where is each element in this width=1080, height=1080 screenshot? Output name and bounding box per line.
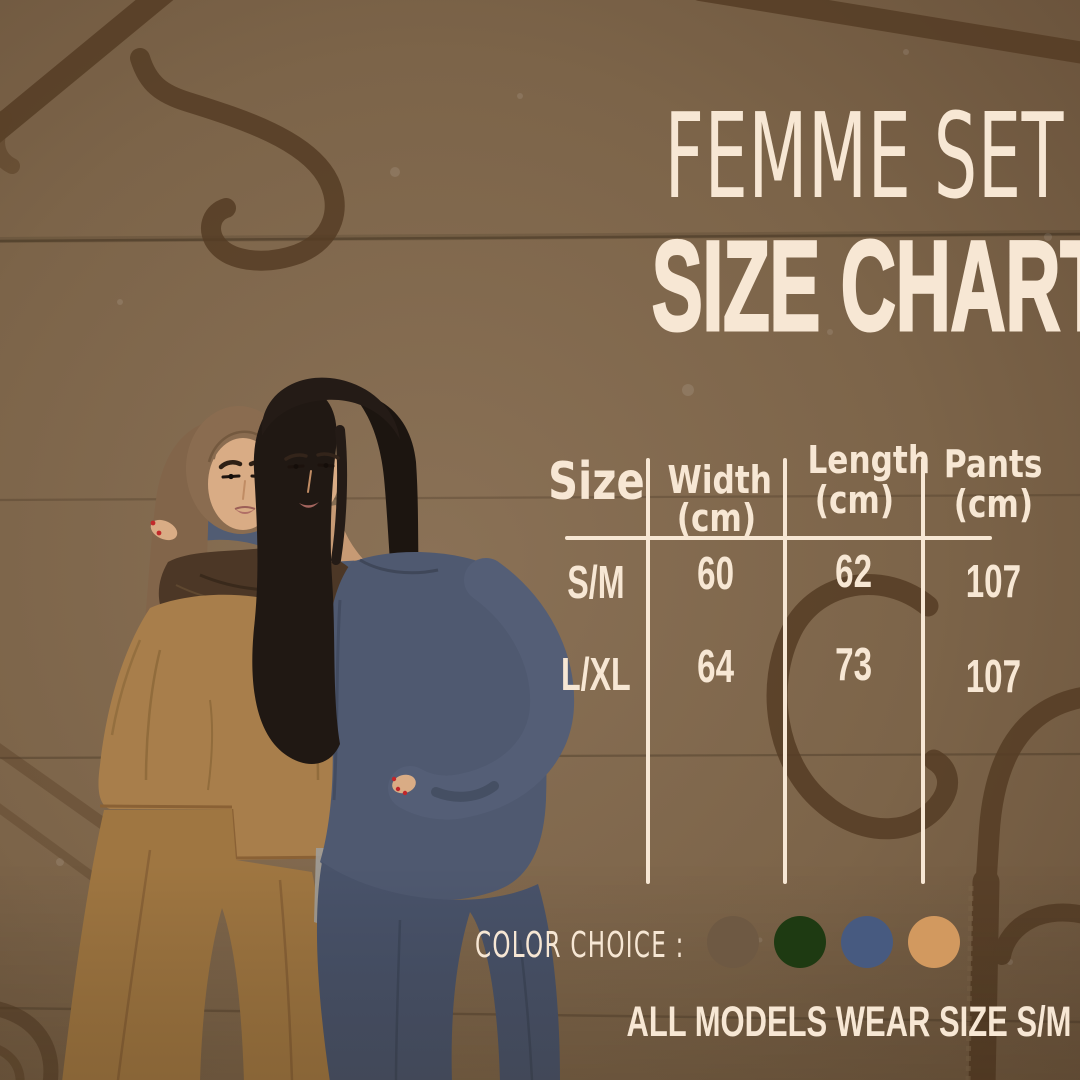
title-line2: SIZE CHART: [651, 215, 1080, 358]
column-header-length-unit: (cm): [814, 478, 894, 522]
table-divider-3: [921, 458, 925, 884]
table-header-rule: [565, 536, 992, 540]
table-divider-1: [646, 458, 650, 884]
table-divider-2: [783, 458, 787, 884]
row-sm-width: 60: [697, 547, 735, 599]
column-header-width-unit: (cm): [676, 496, 756, 540]
column-header-pants-unit: (cm): [953, 482, 1033, 526]
color-swatch-tan: [908, 916, 960, 968]
footer-note: ALL MODELS WEAR SIZE S/M: [626, 998, 1072, 1046]
color-choice-label: COLOR CHOICE :: [475, 925, 685, 966]
column-header-size: Size: [548, 452, 645, 512]
column-header-pants: Pants: [943, 442, 1043, 486]
row-lxl-pants: 107: [965, 650, 1021, 702]
color-swatch-brown: [707, 916, 759, 968]
row-lxl-length: 73: [835, 638, 873, 690]
column-header-length: Length: [807, 438, 931, 482]
color-swatch-dark-green: [774, 916, 826, 968]
color-swatch-navy: [841, 916, 893, 968]
row-sm-length: 62: [835, 545, 873, 597]
row-lxl-label: L/XL: [561, 648, 631, 700]
row-sm-label: S/M: [567, 556, 625, 608]
title-line1: FEMME SET: [664, 87, 1065, 225]
row-sm-pants: 107: [965, 555, 1021, 607]
column-header-width: Width: [667, 458, 772, 502]
row-lxl-width: 64: [697, 640, 735, 692]
